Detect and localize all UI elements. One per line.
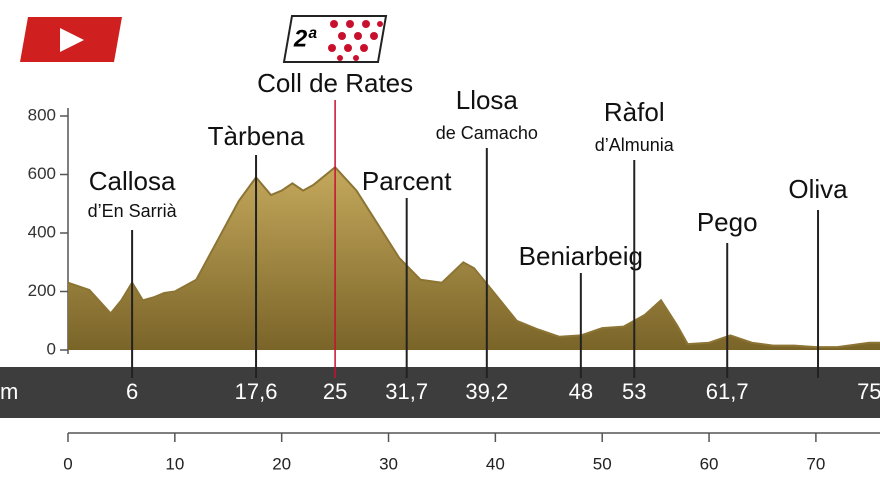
km-label: 17,6: [235, 379, 278, 404]
x-tick-label: 60: [700, 454, 719, 473]
place-name: Coll de Rates: [257, 68, 413, 98]
y-tick-label: 800: [28, 105, 56, 124]
km-label: 48: [569, 379, 593, 404]
km-label: 31,7: [385, 379, 428, 404]
place-name: Pego: [697, 207, 758, 237]
elevation-line: [67, 165, 880, 349]
play-icon: [20, 17, 122, 62]
km-label: 6: [126, 379, 138, 404]
x-tick-label: 40: [486, 454, 505, 473]
place-name: Beniarbeig: [519, 241, 643, 271]
km-label: 75: [857, 379, 880, 404]
place-name: Ràfol: [604, 97, 665, 127]
place-name: Parcent: [362, 166, 452, 196]
place-sub: d’Almunia: [595, 135, 675, 155]
category-badge: 2ª: [282, 15, 388, 63]
place-name: Llosa: [456, 85, 519, 115]
x-tick-label: 70: [806, 454, 825, 473]
place-name: Tàrbena: [208, 121, 305, 151]
km-label: 25: [323, 379, 347, 404]
km-label: 39,2: [465, 379, 508, 404]
place-name: Oliva: [788, 174, 848, 204]
y-tick-label: 0: [47, 339, 56, 358]
x-tick-label: 30: [379, 454, 398, 473]
x-tick-label: 20: [272, 454, 291, 473]
place-sub: d’En Sarrià: [88, 201, 178, 221]
km-label: 61,7: [706, 379, 749, 404]
y-tick-label: 600: [28, 164, 56, 183]
y-tick-label: 400: [28, 222, 56, 241]
km-band: [0, 367, 880, 418]
place-sub: de Camacho: [436, 123, 538, 143]
x-tick-label: 0: [63, 454, 72, 473]
y-tick-label: 200: [28, 281, 56, 300]
km-label: 53: [622, 379, 646, 404]
elevation-area: [68, 167, 880, 350]
place-name: Callosa: [89, 166, 176, 196]
x-tick-label: 50: [593, 454, 612, 473]
unit-label: m: [0, 379, 18, 404]
x-tick-label: 10: [165, 454, 184, 473]
badge-text: 2ª: [293, 25, 317, 52]
